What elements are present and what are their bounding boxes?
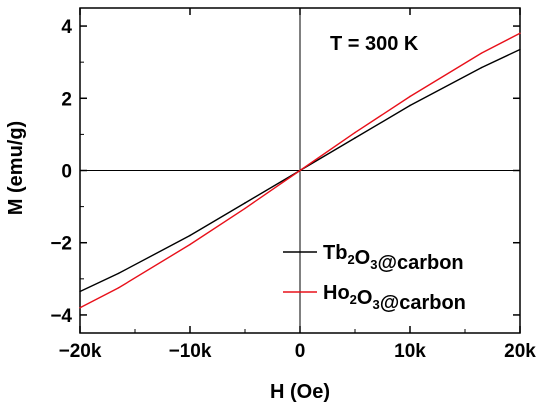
data-point (117, 287, 120, 289)
data-point (79, 290, 81, 293)
data-point (480, 52, 483, 54)
x-tick-label: −10k (169, 341, 212, 362)
data-point (117, 272, 120, 275)
x-tick-label: −20k (59, 341, 102, 362)
data-point (189, 234, 191, 237)
y-tick-label: −4 (50, 306, 72, 327)
y-axis: −4 −2 0 2 4 (50, 17, 520, 327)
data-point (354, 137, 356, 139)
y-tick-label: 4 (61, 17, 72, 38)
temperature-annotation: T = 300 K (330, 33, 419, 55)
y-tick-label: 0 (61, 162, 72, 183)
legend-label-2: Ho2O3@carbon (323, 282, 466, 314)
data-point (519, 32, 521, 34)
x-tick-label: 0 (295, 341, 306, 362)
data-point (299, 169, 301, 172)
data-point (189, 243, 191, 246)
x-axis: −20k −10k 0 10k 20k (59, 8, 536, 362)
data-point (354, 131, 356, 134)
x-tick-label: 10k (394, 341, 426, 362)
data-point (409, 95, 411, 98)
data-point (79, 307, 81, 309)
y-tick-label: 2 (61, 89, 72, 110)
legend-label-1: Tb2O3@carbon (323, 242, 464, 274)
x-tick-label: 20k (504, 341, 536, 362)
data-point (519, 48, 521, 51)
data-point (480, 66, 483, 69)
data-point (244, 202, 246, 204)
data-point (244, 207, 246, 210)
y-axis-title: M (emu/g) (5, 121, 27, 215)
legend: Tb2O3@carbon Ho2O3@carbon (283, 242, 466, 314)
x-axis-title: H (Oe) (270, 381, 330, 403)
series-layer (79, 32, 521, 309)
data-point (409, 104, 411, 107)
y-tick-label: −2 (50, 234, 72, 255)
